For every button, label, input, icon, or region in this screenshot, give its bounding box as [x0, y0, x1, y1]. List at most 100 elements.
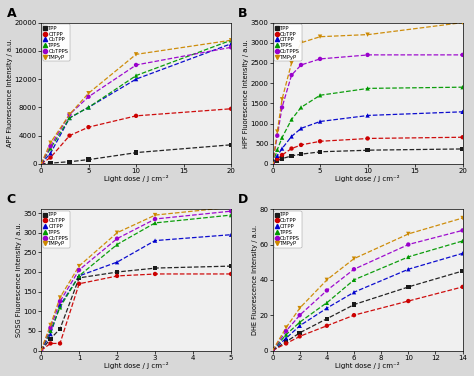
Point	[228, 204, 235, 210]
Point	[132, 76, 140, 82]
Point	[56, 299, 64, 305]
Point	[459, 284, 466, 290]
Point	[273, 129, 281, 135]
Point	[404, 241, 412, 247]
Point	[113, 273, 121, 279]
Point	[47, 160, 55, 166]
Point	[37, 347, 45, 353]
Point	[459, 52, 466, 58]
Point	[269, 161, 276, 167]
Point	[47, 328, 55, 334]
Point	[273, 147, 281, 153]
Point	[459, 215, 466, 221]
Point	[228, 271, 235, 277]
Point	[283, 335, 290, 341]
Point	[283, 324, 290, 331]
Point	[288, 60, 295, 66]
Point	[404, 254, 412, 260]
Point	[151, 216, 159, 222]
Point	[316, 138, 324, 144]
Point	[283, 340, 290, 346]
Point	[459, 227, 466, 233]
Point	[296, 323, 303, 329]
Point	[132, 113, 140, 119]
Point	[37, 161, 45, 167]
Point	[269, 161, 276, 167]
Point	[228, 232, 235, 238]
Point	[228, 208, 235, 214]
Point	[404, 284, 412, 290]
Point	[228, 41, 235, 47]
Point	[288, 146, 295, 152]
X-axis label: Light dose / J cm⁻²: Light dose / J cm⁻²	[104, 176, 168, 182]
Point	[269, 347, 276, 353]
Point	[132, 150, 140, 156]
Point	[459, 250, 466, 256]
Point	[296, 319, 303, 325]
Point	[297, 62, 305, 68]
Point	[66, 115, 73, 121]
Point	[56, 304, 64, 310]
Point	[113, 230, 121, 236]
Point	[47, 340, 55, 346]
Point	[113, 241, 121, 247]
Point	[297, 125, 305, 131]
Point	[278, 156, 286, 162]
Text: D: D	[238, 193, 248, 206]
Point	[297, 142, 305, 148]
Point	[75, 263, 83, 269]
Point	[278, 105, 286, 111]
Legend: TPP, Cl₂TPP, ClTPP, TPPS, Cl₂TPPS, TMPyP: TPP, Cl₂TPP, ClTPP, TPPS, Cl₂TPPS, TMPyP	[274, 24, 301, 61]
Point	[323, 287, 331, 293]
Point	[37, 161, 45, 167]
Point	[75, 267, 83, 273]
Point	[113, 236, 121, 242]
Point	[350, 289, 358, 295]
Point	[85, 94, 92, 100]
Point	[47, 143, 55, 149]
Point	[323, 305, 331, 311]
Point	[269, 347, 276, 353]
Point	[364, 112, 371, 118]
Point	[151, 265, 159, 271]
Point	[364, 32, 371, 38]
Point	[404, 231, 412, 237]
Text: C: C	[7, 193, 16, 206]
Point	[228, 37, 235, 43]
Point	[132, 73, 140, 79]
Point	[37, 161, 45, 167]
Point	[37, 347, 45, 353]
Point	[296, 312, 303, 318]
Point	[56, 294, 64, 300]
Point	[350, 312, 358, 318]
Point	[85, 105, 92, 111]
Point	[113, 269, 121, 275]
Point	[228, 44, 235, 50]
Point	[47, 325, 55, 331]
Point	[288, 72, 295, 78]
Y-axis label: HPF Fluorescence Intensity / a.u.: HPF Fluorescence Intensity / a.u.	[243, 39, 249, 148]
Point	[323, 300, 331, 306]
Point	[269, 161, 276, 167]
Legend: TPP, ClTPP, Cl₂TPP, TPPS, Cl₂TPPS, TMPyP: TPP, ClTPP, Cl₂TPP, TPPS, Cl₂TPPS, TMPyP	[43, 24, 70, 61]
Point	[350, 277, 358, 283]
Point	[296, 305, 303, 311]
Point	[66, 159, 73, 165]
Point	[297, 151, 305, 157]
Point	[47, 140, 55, 146]
Point	[66, 111, 73, 117]
Point	[151, 212, 159, 218]
Point	[85, 105, 92, 111]
Point	[132, 62, 140, 68]
Point	[47, 322, 55, 328]
Point	[66, 115, 73, 121]
Point	[37, 347, 45, 353]
Point	[228, 106, 235, 112]
Point	[459, 84, 466, 90]
Point	[75, 273, 83, 279]
Y-axis label: APF Fluorescence Intensity / a.u.: APF Fluorescence Intensity / a.u.	[7, 39, 13, 147]
X-axis label: Light dose / J cm⁻²: Light dose / J cm⁻²	[104, 362, 168, 369]
Point	[278, 152, 286, 158]
Point	[283, 328, 290, 334]
Point	[56, 326, 64, 332]
